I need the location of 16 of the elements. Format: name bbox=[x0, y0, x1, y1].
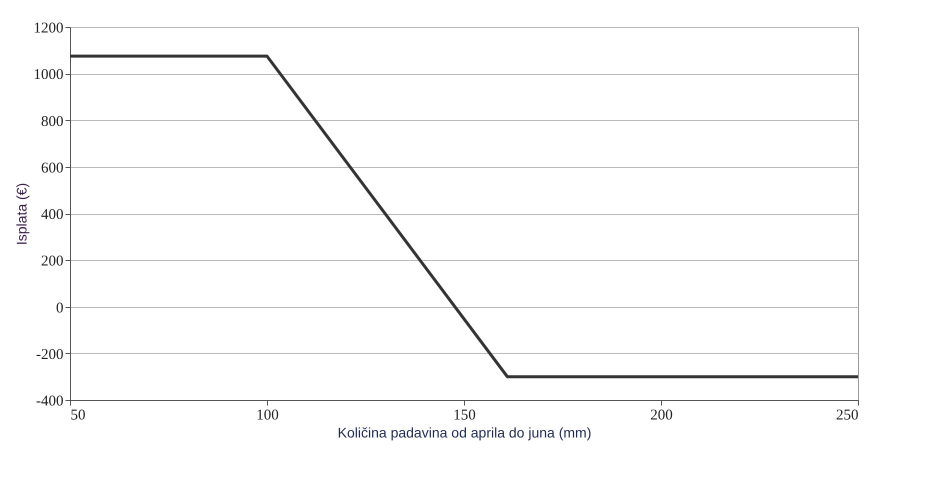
x-axis-title: Količina padavina od aprila do juna (mm) bbox=[338, 424, 592, 440]
y-tick-label: 800 bbox=[41, 114, 64, 130]
y-tick-label: 1000 bbox=[34, 67, 64, 84]
x-tick-label: 200 bbox=[650, 408, 673, 424]
y-tick-label: -400 bbox=[36, 394, 64, 410]
y-tick-label: -200 bbox=[36, 346, 64, 363]
x-tick-label: 250 bbox=[836, 408, 858, 424]
x-tick-label: 150 bbox=[453, 408, 476, 424]
y-tick-label: 1200 bbox=[34, 20, 64, 36]
x-tick-label: 100 bbox=[256, 408, 279, 424]
y-tick-label: 400 bbox=[41, 207, 64, 223]
y-tick-label: 0 bbox=[56, 300, 64, 316]
y-tick-label: 600 bbox=[41, 160, 64, 176]
y-axis-title: Isplata (€) bbox=[14, 182, 30, 246]
y-tick-label: 200 bbox=[41, 254, 64, 270]
x-tick-label: 50 bbox=[70, 408, 86, 424]
